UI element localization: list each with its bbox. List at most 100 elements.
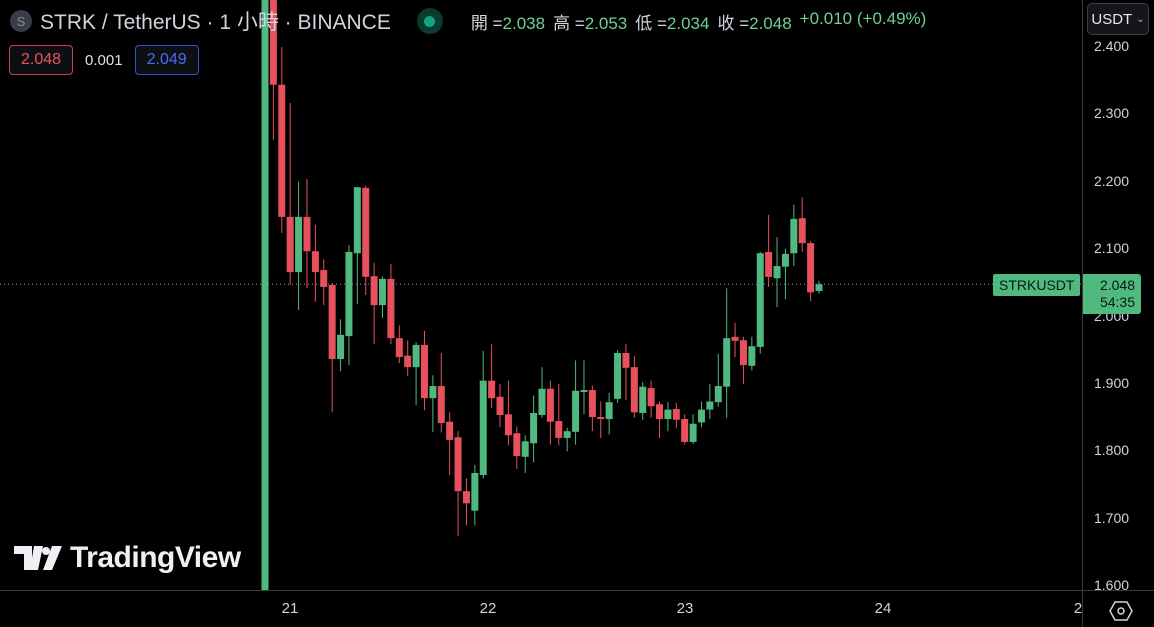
candle[interactable] xyxy=(639,381,647,420)
candle[interactable] xyxy=(269,0,277,141)
candle[interactable] xyxy=(504,380,512,446)
candle-body xyxy=(387,278,395,339)
candle[interactable] xyxy=(622,344,630,401)
candle[interactable] xyxy=(454,431,462,537)
candle-body xyxy=(261,0,269,590)
candle-body xyxy=(345,251,353,337)
candle[interactable] xyxy=(395,325,403,364)
open-value: 2.038 xyxy=(502,13,546,33)
candle-body xyxy=(471,472,479,511)
candle[interactable] xyxy=(521,435,529,473)
candle-body xyxy=(269,0,277,85)
candle[interactable] xyxy=(278,47,286,234)
candle[interactable] xyxy=(731,322,739,358)
candle[interactable] xyxy=(748,336,756,371)
candle[interactable] xyxy=(672,402,680,428)
candle[interactable] xyxy=(538,367,546,418)
currency-select-button[interactable]: USDT ⌄ xyxy=(1087,3,1149,35)
candle[interactable] xyxy=(739,336,747,384)
candle[interactable] xyxy=(320,259,328,306)
candle[interactable] xyxy=(706,384,714,420)
candle[interactable] xyxy=(303,179,311,289)
candle-body xyxy=(790,218,798,254)
candle[interactable] xyxy=(496,384,504,428)
candle[interactable] xyxy=(647,380,655,418)
candle-body xyxy=(630,367,638,413)
low-value: 2.034 xyxy=(666,13,710,33)
candle[interactable] xyxy=(286,102,294,285)
candle-body xyxy=(462,491,470,504)
candle[interactable] xyxy=(328,282,336,413)
candle-body xyxy=(588,390,596,418)
candle[interactable] xyxy=(656,401,664,438)
candle[interactable] xyxy=(404,340,412,376)
candle-body xyxy=(739,340,747,366)
candle[interactable] xyxy=(353,187,361,304)
candlestick-chart[interactable] xyxy=(0,0,1082,590)
time-tick-label: 24 xyxy=(874,600,892,617)
candle[interactable] xyxy=(370,262,378,345)
candle[interactable] xyxy=(664,402,672,432)
symbol-title[interactable]: STRK / TetherUS · 1 小時 · BINANCE xyxy=(40,11,391,34)
candle[interactable] xyxy=(815,280,823,294)
price-tick-label: 2.400 xyxy=(1094,38,1130,54)
candle[interactable] xyxy=(697,401,705,428)
sell-price-button[interactable]: 2.048 xyxy=(9,45,74,75)
candle[interactable] xyxy=(563,427,571,452)
candle[interactable] xyxy=(261,0,269,590)
candle[interactable] xyxy=(337,319,345,372)
candle[interactable] xyxy=(462,478,470,526)
candle[interactable] xyxy=(546,380,554,445)
candle[interactable] xyxy=(605,392,613,435)
symbol-legend[interactable]: S STRK / TetherUS · 1 小時 · BINANCE 開 =2.… xyxy=(10,6,926,36)
candle[interactable] xyxy=(530,395,538,463)
candle[interactable] xyxy=(446,412,454,475)
candle[interactable] xyxy=(756,251,764,354)
candle[interactable] xyxy=(412,342,420,405)
tradingview-logo[interactable]: TradingView xyxy=(14,541,241,575)
candle[interactable] xyxy=(689,414,697,444)
candle[interactable] xyxy=(630,356,638,418)
candle[interactable] xyxy=(681,414,689,445)
candle[interactable] xyxy=(614,350,622,403)
market-status-icon[interactable] xyxy=(416,8,443,34)
candle[interactable] xyxy=(555,384,563,446)
candle[interactable] xyxy=(345,245,353,366)
candle[interactable] xyxy=(479,350,487,479)
candle[interactable] xyxy=(723,288,731,418)
candle-body xyxy=(639,386,647,413)
candle[interactable] xyxy=(513,426,521,469)
candle[interactable] xyxy=(773,237,781,308)
candle[interactable] xyxy=(798,197,806,252)
candle[interactable] xyxy=(572,360,580,445)
symbol-price-tag: STRKUSDT xyxy=(993,274,1081,296)
candle[interactable] xyxy=(488,344,496,409)
candle-body xyxy=(697,409,705,423)
candle-body xyxy=(513,433,521,457)
candle[interactable] xyxy=(437,352,445,433)
candle[interactable] xyxy=(362,185,370,296)
candle-body xyxy=(756,253,764,347)
candle-body xyxy=(689,423,697,442)
candle[interactable] xyxy=(597,401,605,438)
candle[interactable] xyxy=(429,375,437,432)
candle[interactable] xyxy=(379,276,387,318)
currency-label: USDT xyxy=(1091,10,1133,28)
candle[interactable] xyxy=(588,385,596,432)
candle-body xyxy=(286,216,294,273)
candle[interactable] xyxy=(714,353,722,407)
candle[interactable] xyxy=(580,360,588,415)
buy-price-button[interactable]: 2.049 xyxy=(134,45,199,75)
candle[interactable] xyxy=(295,181,303,310)
candle[interactable] xyxy=(765,214,773,287)
settings-hexagon-icon[interactable] xyxy=(1109,601,1133,621)
candle-body xyxy=(798,218,806,244)
candle[interactable] xyxy=(790,204,798,267)
price-tick-label: 1.900 xyxy=(1094,375,1130,391)
candle[interactable] xyxy=(781,248,789,300)
candle[interactable] xyxy=(420,330,428,411)
candle[interactable] xyxy=(311,224,319,302)
candle[interactable] xyxy=(387,264,395,345)
candle[interactable] xyxy=(807,241,815,302)
candle[interactable] xyxy=(471,464,479,526)
